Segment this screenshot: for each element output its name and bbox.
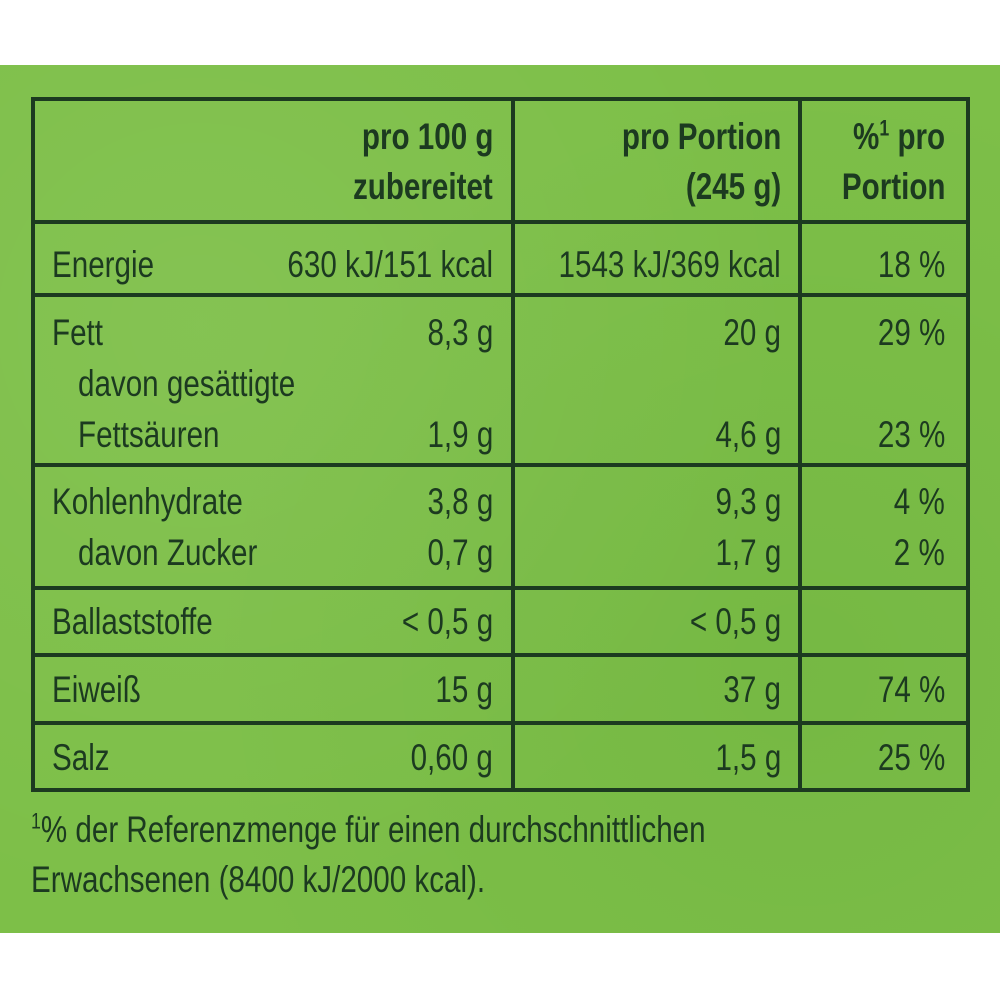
header-per-portion: pro Portion [621,116,782,157]
zucker-portion: 1,7 g [715,532,781,573]
footnote-line-2: Erwachsenen (8400 kJ/2000 kcal). [31,859,486,900]
label-kohlenhydrate: Kohlenhydrate [52,481,243,522]
footnote-ref: 1 [879,115,890,141]
percent-sign: % [852,116,880,157]
header-percent-per-portion: %1 pro [853,115,945,159]
footnote-marker: 1 [31,808,41,834]
header-prepared: zubereitet [353,166,493,207]
ballaststoffe-100g: < 0,5 g [401,601,493,642]
row-divider [31,220,970,224]
kohlenhydrate-percent: 4 % [893,481,945,522]
zucker-percent: 2 % [893,532,945,573]
eiweiss-100g: 15 g [435,669,493,710]
per-label: pro [897,116,945,157]
kohlenhydrate-portion: 9,3 g [715,481,781,522]
gesaettigte-portion: 4,6 g [715,414,781,455]
fett-percent: 29 % [877,312,945,353]
header-portion-size: (245 g) [685,166,781,207]
label-eiweiss: Eiweiß [52,669,141,710]
label-davon-zucker: davon Zucker [78,532,258,573]
energie-portion: 1543 kJ/369 kcal [558,244,781,285]
energie-100g: 630 kJ/151 kcal [287,244,493,285]
column-divider [511,97,515,788]
row-divider [31,463,970,467]
header-portion: Portion [841,166,945,207]
salz-100g: 0,60 g [410,737,493,778]
ballaststoffe-portion: < 0,5 g [689,601,781,642]
column-divider [798,97,802,788]
nutrition-table [31,97,970,792]
row-divider [31,653,970,657]
gesaettigte-100g: 1,9 g [427,414,493,455]
label-fettsaeuren: Fettsäuren [78,414,220,455]
label-salz: Salz [52,737,110,778]
kohlenhydrate-100g: 3,8 g [427,481,493,522]
footnote-text: % der Referenzmenge für einen durchschni… [40,809,706,850]
energie-percent: 18 % [877,244,945,285]
fett-portion: 20 g [723,312,781,353]
label-energie: Energie [52,244,155,285]
eiweiss-portion: 37 g [723,669,781,710]
zucker-100g: 0,7 g [427,532,493,573]
label-ballaststoffe: Ballaststoffe [52,601,213,642]
footnote-line-1: 1% der Referenzmenge für einen durchschn… [31,808,706,852]
header-per-100g: pro 100 g [361,116,493,157]
label-davon-gesaettigte: davon gesättigte [78,363,296,404]
fett-100g: 8,3 g [427,312,493,353]
salz-percent: 25 % [877,737,945,778]
eiweiss-percent: 74 % [877,669,945,710]
row-divider [31,293,970,297]
label-fett: Fett [52,312,103,353]
gesaettigte-percent: 23 % [877,414,945,455]
row-divider [31,586,970,590]
row-divider [31,721,970,725]
salz-portion: 1,5 g [715,737,781,778]
